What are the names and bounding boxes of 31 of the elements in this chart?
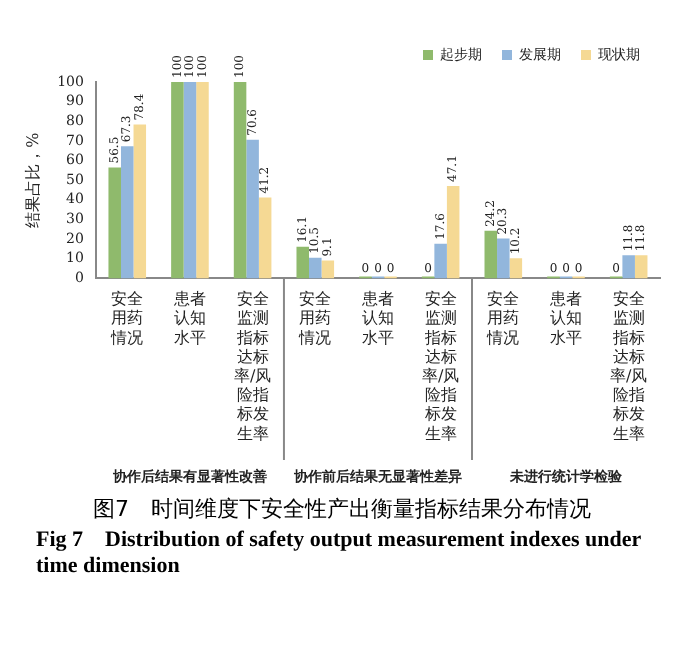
x-tick-label: 患者认知水平 (547, 290, 582, 347)
x-tick-label: 患者认知水平 (359, 290, 394, 347)
bar (246, 139, 259, 279)
text: Fig 7 Distribution of safety output measurement indexes under time dimension (34, 528, 643, 580)
x-tick-label: 安全用药情况 (485, 290, 520, 347)
bar (309, 257, 322, 279)
y-axis-title: 结果占比，% (23, 131, 42, 228)
bar (509, 258, 523, 279)
x-tick-label: 安全用药情况 (297, 290, 332, 347)
bar (634, 255, 648, 279)
bar (622, 255, 635, 279)
bar (171, 82, 184, 279)
bar (446, 185, 460, 279)
bar (196, 82, 209, 279)
bar (296, 246, 310, 279)
bar (108, 167, 121, 279)
x-tick-label: 患者认知水平 (171, 290, 206, 347)
bar (434, 243, 447, 279)
bar (258, 197, 272, 279)
bar (497, 238, 510, 279)
x-tick-label: 安全用药情况 (109, 290, 144, 347)
bar (321, 260, 335, 279)
bar (133, 124, 147, 279)
bar (484, 230, 498, 279)
x-tick-label: 安全监测指标达标率/风险指标发生率 (421, 290, 460, 443)
bar (183, 82, 197, 279)
bar (233, 82, 247, 279)
x-tick-label: 安全监测指标达标率/风险指标发生率 (233, 290, 272, 443)
x-tick-label: 安全监测指标达标率/风险指标发生率 (609, 290, 648, 443)
text: 图7 时间维度下安全性产出衡量指标结果分布情况 (91, 494, 593, 524)
bar (120, 146, 134, 279)
